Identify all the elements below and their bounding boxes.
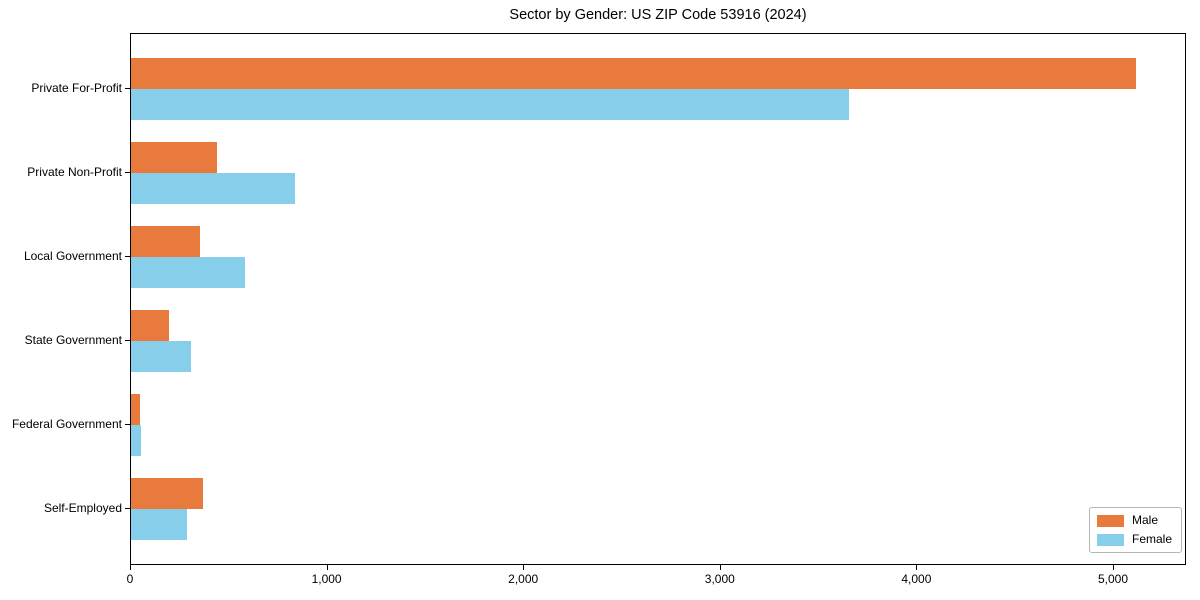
y-tick-label: Private For-Profit xyxy=(31,81,122,95)
bar-female xyxy=(131,341,192,372)
bar-male xyxy=(131,310,170,341)
legend-label-female: Female xyxy=(1132,532,1173,546)
bar-female xyxy=(131,173,295,204)
y-tick-mark xyxy=(125,88,130,89)
bar-female xyxy=(131,509,187,540)
bar-male xyxy=(131,142,217,173)
legend-entry-male: Male xyxy=(1097,514,1172,527)
x-tick-label: 1,000 xyxy=(311,572,342,586)
bar-male xyxy=(131,394,141,425)
x-tick-label: 0 xyxy=(126,572,134,586)
x-tick-mark xyxy=(130,565,131,570)
bar-male xyxy=(131,58,1136,89)
bar-female xyxy=(131,425,142,456)
y-tick-label: State Government xyxy=(24,333,122,347)
x-tick-mark xyxy=(523,565,525,570)
y-tick-label: Local Government xyxy=(23,249,122,263)
bar-male xyxy=(131,478,203,509)
x-tick-label: 5,000 xyxy=(1097,572,1129,586)
bar-male xyxy=(131,226,200,257)
legend-entry-female: Female xyxy=(1097,533,1172,546)
y-tick-mark xyxy=(125,424,130,425)
legend-label-male: Male xyxy=(1132,513,1159,527)
bar-female xyxy=(131,89,849,120)
y-tick-label: Self-Employed xyxy=(43,501,122,515)
y-tick-label: Federal Government xyxy=(11,417,122,431)
plot-area xyxy=(130,33,1186,565)
bar-female xyxy=(131,257,245,288)
x-tick-mark xyxy=(1113,565,1114,570)
y-tick-mark xyxy=(125,340,130,341)
legend-swatch-male xyxy=(1097,514,1124,527)
legend-swatch-female xyxy=(1097,533,1124,546)
x-tick-mark xyxy=(719,565,721,570)
y-tick-mark xyxy=(125,508,130,509)
y-tick-mark xyxy=(125,172,130,173)
x-tick-mark xyxy=(916,565,918,570)
chart-title: Sector by Gender: US ZIP Code 53916 (202… xyxy=(509,7,807,23)
x-tick-label: 3,000 xyxy=(704,572,735,586)
y-tick-label: Private Non-Profit xyxy=(27,165,122,179)
x-tick-label: 4,000 xyxy=(901,572,932,586)
y-tick-mark xyxy=(125,256,130,257)
legend: Male Female xyxy=(1089,507,1183,553)
x-tick-label: 2,000 xyxy=(508,572,539,586)
x-tick-mark xyxy=(326,565,328,570)
